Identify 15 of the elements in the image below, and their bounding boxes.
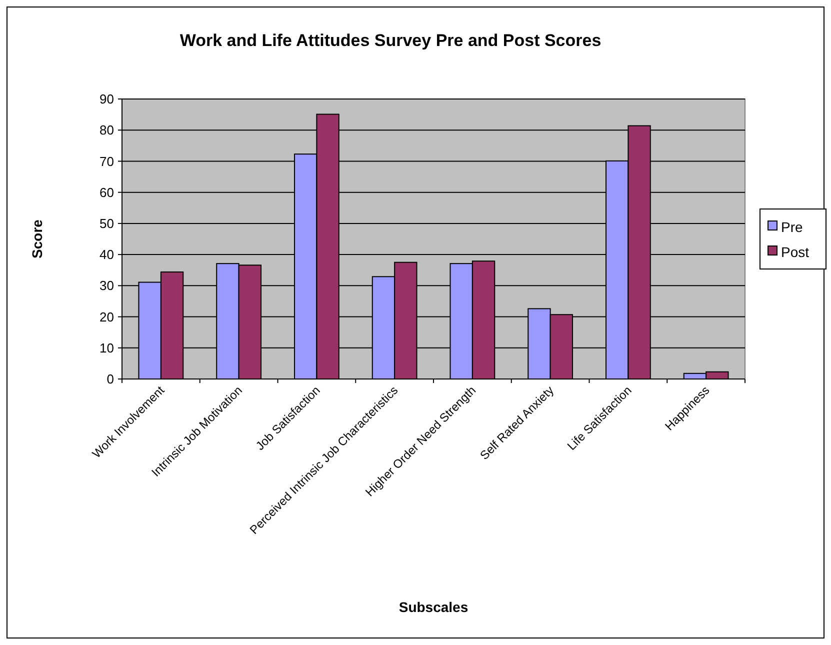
y-tick-label: 70: [100, 154, 114, 169]
y-tick-label: 10: [100, 340, 114, 356]
y-tick-label: 80: [100, 122, 114, 138]
y-tick-label: 0: [106, 372, 114, 387]
y-axis-title: Score: [29, 219, 45, 258]
y-tick-label: 60: [100, 184, 114, 200]
x-axis-title: Subscales: [398, 599, 468, 615]
y-tick-label: 30: [100, 278, 114, 294]
y-tick-label: 40: [100, 247, 114, 262]
y-tick-label: 50: [100, 216, 114, 231]
chart-title: Work and Life Attitudes Survey Pre and Post Scores: [180, 31, 602, 50]
y-tick-label: 20: [100, 309, 114, 324]
legend-label: Post: [781, 244, 810, 260]
y-tick-label: 90: [100, 92, 114, 107]
legend-label: Pre: [781, 218, 803, 235]
